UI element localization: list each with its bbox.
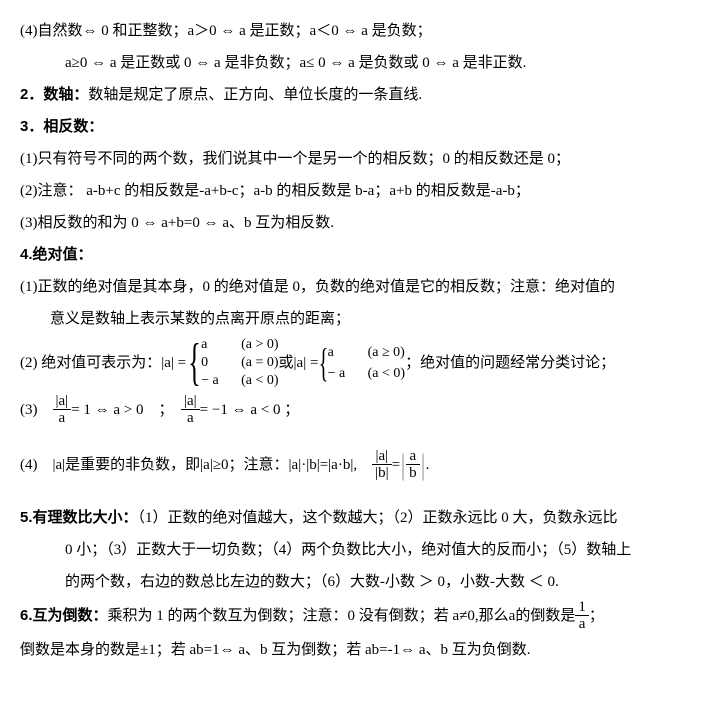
piecewise-2: { a(a ≥ 0) − a(a < 0) — [318, 342, 405, 384]
reciprocal-2: 倒数是本身的数是±1；若 ab=1⇔ a、b 互为倒数；若 ab=-1⇔ a、b… — [20, 635, 684, 665]
opp-3: (3)相反数的和为 0 ⇔ a+b=0 ⇔ a、b 互为相反数. — [20, 208, 684, 238]
opp-2: (2)注意： a-b+c 的相反数是-a+b-c；a-b 的相反数是 b-a；a… — [20, 176, 684, 206]
reciprocal-1: 乘积为 1 的两个数互为倒数；注意：0 没有倒数；若 a≠0,那么a的倒数是 — [108, 601, 576, 631]
abs-2-suffix: ；绝对值的问题经常分类讨论； — [405, 348, 615, 378]
abs-2-or: 或 — [279, 348, 294, 378]
heading-5: 5.有理数比大小：（1）正数的绝对值越大，这个数越大；（2）正数永远比 0 大，… — [20, 503, 684, 533]
piecewise-3: { a(a > 0) 0(a = 0) − a(a < 0) — [186, 336, 278, 391]
num-4: 4. — [20, 246, 33, 263]
c1r3b: (a < 0) — [231, 372, 278, 390]
title-reciprocal: 互为倒数： — [33, 601, 108, 631]
abs-2-prefix: (2) 绝对值可表示为： — [20, 348, 161, 378]
abs-1: (1)正数的绝对值是其本身，0 的绝对值是 0，负数的绝对值是它的相反数；注意：… — [20, 272, 684, 302]
title-compare: 有理数比大小： — [33, 509, 138, 526]
abs-1b: 意义是数轴上表示某数的点离开原点的距离； — [20, 304, 684, 334]
num-5: 5. — [20, 509, 33, 526]
compare-3: 的两个数，右边的数总比左边的数大；（6）大数-小数 ＞ 0，小数-大数 ＜ 0. — [20, 567, 684, 597]
abs-a-2: |a| = — [294, 348, 319, 378]
num-3: 3． — [20, 118, 43, 135]
c2r1a: a — [328, 342, 358, 363]
abs-4-prefix: (4) |a|是重要的非负数，即|a|≥0；注意：|a|·|b|=|a·b|, — [20, 450, 372, 480]
number-line-def: 数轴是规定了原点、正方向、单位长度的一条直线. — [88, 87, 422, 103]
c1r1b: (a > 0) — [231, 336, 278, 354]
abs-3-prefix: (3) — [20, 395, 53, 425]
compare-2: 0 小；（3）正数大于一切负数；（4）两个负数比大小，绝对值大的反而小；（5）数… — [20, 535, 684, 565]
num-6: 6. — [20, 601, 33, 631]
c1r3a: − a — [201, 372, 231, 390]
abs-3-mid1: = 1 ⇔ a > 0 ； — [71, 395, 181, 425]
heading-2: 2．数轴：数轴是规定了原点、正方向、单位长度的一条直线. — [20, 80, 684, 110]
abs-4-suffix: . — [426, 450, 430, 480]
title-opposite: 相反数： — [43, 118, 103, 135]
abs-2: (2) 绝对值可表示为： |a| = { a(a > 0) 0(a = 0) −… — [20, 336, 684, 391]
opp-1: (1)只有符号不同的两个数，我们说其中一个是另一个的相反数；0 的相反数还是 0… — [20, 144, 684, 174]
eq-sign: = — [392, 450, 400, 480]
abs-3-mid2: = −1 ⇔ a < 0 ； — [200, 395, 300, 425]
title-abs: 绝对值： — [33, 246, 93, 263]
num-2: 2． — [20, 86, 43, 103]
c1r2b: (a = 0) — [231, 354, 278, 372]
c2r2b: (a < 0) — [358, 363, 405, 384]
heading-4: 4.绝对值： — [20, 240, 684, 270]
c2r2a: − a — [328, 363, 358, 384]
abs-a-1: |a| = — [161, 348, 186, 378]
heading-3: 3．相反数： — [20, 112, 684, 142]
frac-a-over-a-1: |a|a — [53, 393, 72, 427]
frac-a-over-a-2: |a|a — [181, 393, 200, 427]
reciprocal-1b: ； — [589, 601, 604, 631]
item-4-natural: (4)自然数⇔ 0 和正整数；a＞0 ⇔ a 是正数；a＜0 ⇔ a 是负数； — [20, 16, 684, 46]
c1r2a: 0 — [201, 354, 231, 372]
frac-ab-1: |a||b| — [372, 448, 392, 482]
heading-6: 6.互为倒数：乘积为 1 的两个数互为倒数；注意：0 没有倒数；若 a≠0,那么… — [20, 599, 684, 633]
c2r1b: (a ≥ 0) — [358, 342, 405, 363]
frac-1-over-a: 1a — [575, 599, 589, 633]
item-4-cont: a≥0 ⇔ a 是正数或 0 ⇔ a 是非负数；a≤ 0 ⇔ a 是负数或 0 … — [20, 48, 684, 78]
abs-4: (4) |a|是重要的非负数，即|a|≥0；注意：|a|·|b|=|a·b|, … — [20, 435, 684, 495]
abs-3: (3) |a|a = 1 ⇔ a > 0 ； |a|a = −1 ⇔ a < 0… — [20, 393, 684, 427]
abs-bracket: | ab | — [400, 435, 426, 495]
frac-ab-2: ab — [406, 448, 420, 482]
c1r1a: a — [201, 336, 231, 354]
compare-1: （1）正数的绝对值越大，这个数越大；（2）正数永远比 0 大，负数永远比 — [138, 510, 618, 526]
title-number-line: 数轴： — [43, 86, 88, 103]
